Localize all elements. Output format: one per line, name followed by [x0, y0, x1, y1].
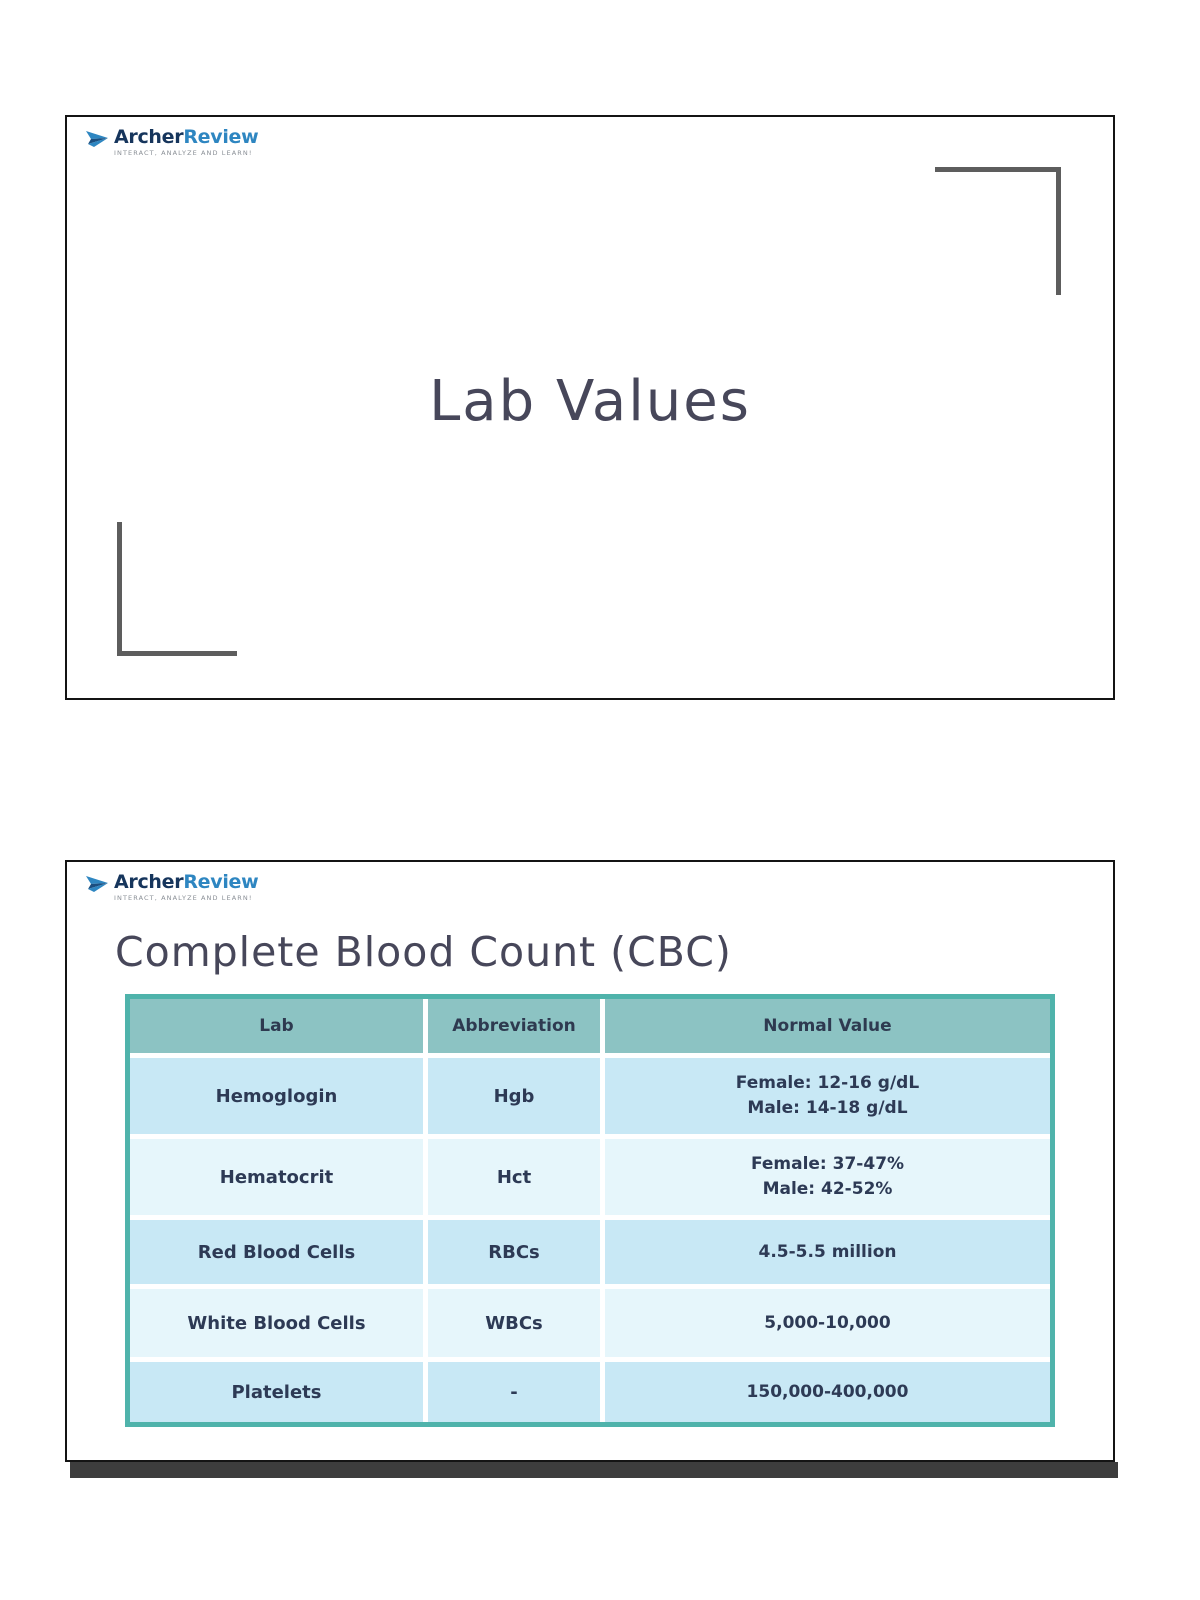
logo-tagline: INTERACT, ANALYZE AND LEARN! [114, 149, 253, 157]
column-header-abbreviation: Abbreviation [428, 999, 600, 1053]
logo-brand-primary: Archer [114, 871, 184, 893]
table-cell-normal-value: Female: 37-47% Male: 42-52% [605, 1139, 1050, 1215]
table-cell-normal-value: 4.5-5.5 million [605, 1220, 1050, 1284]
table-cell-lab: Platelets [130, 1362, 423, 1422]
column-header-normal-value: Normal Value [605, 999, 1050, 1053]
table-cell-lab: Hematocrit [130, 1139, 423, 1215]
table-cell-abbreviation: RBCs [428, 1220, 600, 1284]
archer-arrow-icon [86, 131, 108, 147]
table-cell-abbreviation: Hgb [428, 1058, 600, 1134]
corner-bracket-bottom-left [117, 522, 237, 656]
table-cell-lab: White Blood Cells [130, 1289, 423, 1357]
slide-cbc: ArcherReview INTERACT, ANALYZE AND LEARN… [65, 860, 1115, 1462]
cbc-table: Lab Abbreviation Normal Value Hemoglogin… [125, 994, 1055, 1427]
logo-tagline: INTERACT, ANALYZE AND LEARN! [114, 894, 253, 902]
page-title: Complete Blood Count (CBC) [115, 928, 732, 976]
corner-bracket-top-right [935, 167, 1061, 295]
table-cell-abbreviation: WBCs [428, 1289, 600, 1357]
column-header-lab: Lab [130, 999, 423, 1053]
logo-brand-primary: Archer [114, 126, 184, 148]
table-cell-normal-value: 5,000-10,000 [605, 1289, 1050, 1357]
slide-drop-shadow [70, 1462, 1118, 1478]
table-cell-abbreviation: - [428, 1362, 600, 1422]
table-cell-lab: Hemoglogin [130, 1058, 423, 1134]
table-cell-abbreviation: Hct [428, 1139, 600, 1215]
archer-review-logo: ArcherReview INTERACT, ANALYZE AND LEARN… [85, 126, 259, 157]
table-cell-normal-value: 150,000-400,000 [605, 1362, 1050, 1422]
logo-words: ArcherReview INTERACT, ANALYZE AND LEARN… [114, 126, 259, 157]
slide-title: ArcherReview INTERACT, ANALYZE AND LEARN… [65, 115, 1115, 700]
table-cell-normal-value: Female: 12-16 g/dL Male: 14-18 g/dL [605, 1058, 1050, 1134]
slide-title-text: Lab Values [429, 369, 751, 434]
logo-brand-secondary: Review [183, 871, 259, 893]
logo-brandline: ArcherReview [114, 126, 259, 148]
archer-arrow-icon [86, 876, 108, 892]
logo-brandline: ArcherReview [114, 871, 259, 893]
table-cell-lab: Red Blood Cells [130, 1220, 423, 1284]
logo-words: ArcherReview INTERACT, ANALYZE AND LEARN… [114, 871, 259, 902]
archer-review-logo: ArcherReview INTERACT, ANALYZE AND LEARN… [85, 871, 259, 902]
logo-brand-secondary: Review [183, 126, 259, 148]
